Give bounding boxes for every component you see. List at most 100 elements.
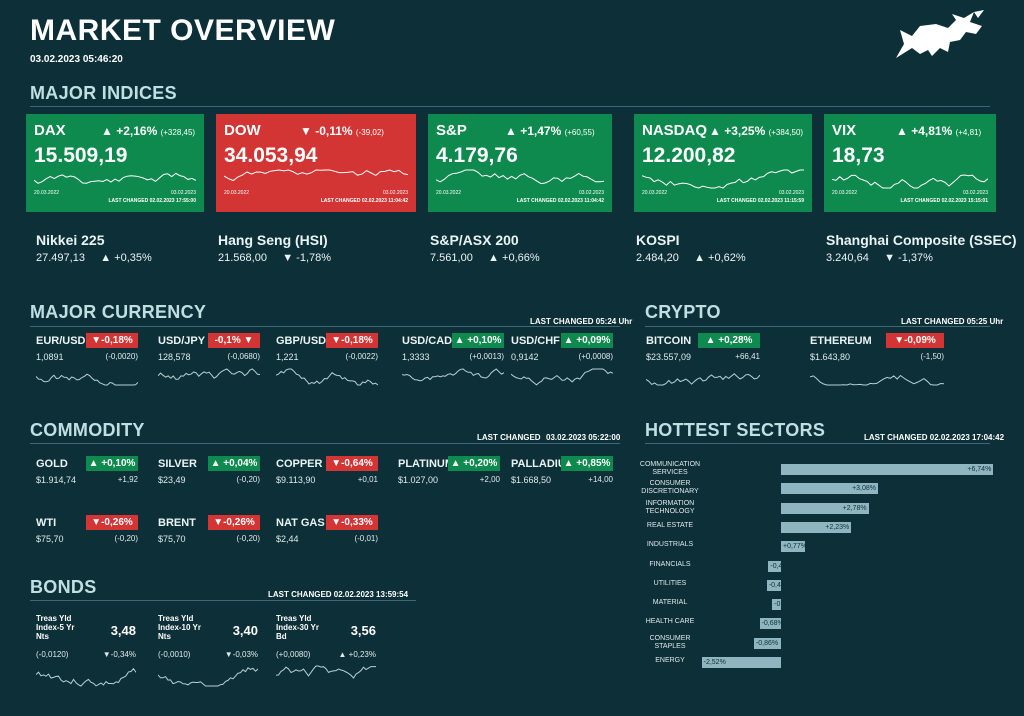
commodity-value: $2,44 [276, 534, 299, 544]
sector-label: COMMUNICATION SERVICES [639, 461, 701, 476]
currency-tile[interactable]: GBP/USD ▼-0,18% 1,221 (-0,0022) [275, 333, 379, 388]
commodity-value: $1.027,00 [398, 475, 439, 485]
currency-abs-change: (-0,0020) [105, 352, 138, 361]
commodity-abs-change: (-0,20) [114, 534, 138, 543]
index-change: ▲ +3,25% (+384,50) [709, 124, 804, 138]
sector-label: HEALTH CARE [645, 618, 695, 626]
currency-value: 0,9142 [511, 352, 539, 362]
sector-bar[interactable]: -0,40% [768, 560, 793, 572]
currency-change-badge: ▲ +0,10% [452, 333, 504, 348]
sector-bar[interactable]: +2,78% [781, 502, 869, 514]
commodity-name: SILVER [158, 458, 197, 470]
currency-tile[interactable]: USD/CAD ▲ +0,10% 1,3333 (+0,0013) [401, 333, 505, 388]
bond-change: ▼-0,03% [224, 650, 258, 659]
chart-start-date: 20.03.2022 [642, 190, 668, 196]
sector-value-label: -0,28% [774, 601, 797, 609]
sector-label: ENERGY [655, 657, 685, 664]
sector-bar[interactable]: -0,28% [772, 599, 796, 611]
sector-bar[interactable]: +3,08% [781, 483, 879, 495]
sector-value-label: +0,77% [783, 543, 807, 551]
commodity-abs-change: +14,00 [588, 475, 613, 484]
index-value: 4.179,76 [436, 144, 518, 167]
bond-tile[interactable]: Treas Yld Index-10 Yr Nts 3,40 (-0,0010) ▼… [157, 614, 268, 689]
index-card-3[interactable]: NASDAQ ▲ +3,25% (+384,50) 12.200,82 20.0… [634, 114, 812, 212]
commodity-change-badge: ▲ +0,85% [561, 456, 613, 471]
index-secondary-name: Shanghai Composite (SSEC) [826, 232, 1017, 248]
index-secondary[interactable]: KOSPI 2.484,20 ▲ +0,62% [636, 232, 746, 264]
commodity-heading: COMMODITY [30, 420, 145, 440]
commodity-value: $75,70 [36, 534, 64, 544]
indices-heading: MAJOR INDICES [30, 83, 177, 103]
crypto-heading: CRYPTO [645, 302, 721, 322]
currency-tile[interactable]: USD/JPY -0,1% ▼ 128,578 (-0,0680) [157, 333, 261, 388]
index-secondary[interactable]: S&P/ASX 200 7.561,00 ▲ +0,66% [430, 232, 540, 264]
sector-bar[interactable]: -0,68% [759, 618, 784, 630]
index-secondary-name: Hang Seng (HSI) [218, 232, 328, 248]
currency-name: GBP/USD [276, 335, 327, 347]
commodity-value: $1.668,50 [511, 475, 552, 485]
bond-change: ▼-0,34% [102, 650, 136, 659]
sector-label: CONSUMER STAPLES [649, 634, 691, 650]
index-value: 18,73 [832, 144, 885, 167]
sector-label: INDUSTRIALS [646, 541, 694, 549]
index-updated: LAST CHANGED 02.02.2023 11:04:42 [320, 198, 408, 204]
page-title: MARKET OVERVIEW [30, 14, 336, 47]
commodity-tile[interactable]: BRENT ▼-0,26% $75,70 (-0,20) [158, 515, 260, 570]
sparkline [642, 169, 804, 189]
sparkline [401, 368, 505, 382]
bull-logo-icon [896, 10, 984, 58]
index-name: DAX [34, 122, 66, 139]
commodity-divider [30, 443, 620, 444]
index-card-1[interactable]: DOW ▼ -0,11% (-39,02) 34.053,94 20.03.20… [216, 114, 416, 212]
commodity-tile[interactable]: PALLADIUM ▲ +0,85% $1.668,50 +14,00 [511, 456, 613, 511]
crypto-name: ETHEREUM [810, 335, 872, 347]
index-card-0[interactable]: DAX ▲ +2,16% (+328,45) 15.509,19 20.03.2… [26, 114, 204, 212]
currency-value: 1,0891 [36, 352, 64, 362]
sector-bar[interactable]: -0,86% [753, 637, 781, 649]
index-name: VIX [832, 122, 857, 139]
sector-value-label: -0,45% [768, 581, 791, 589]
index-card-4[interactable]: VIX ▲ +4,81% (+4,81) 18,73 20.03.2022 03… [824, 114, 996, 212]
bond-tile[interactable]: Treas Yld Index-30 Yr Bd 3,56 (+0,0080) ▲ … [275, 614, 386, 689]
crypto-tile[interactable]: BITCOIN ▲ +0,28% $23.557,09 +66,41 [645, 333, 761, 388]
commodity-change-badge: ▼-0,26% [208, 515, 260, 530]
currency-change-badge: -0,1% ▼ [208, 333, 260, 348]
currency-tile[interactable]: USD/CHF ▲ +0,09% 0,9142 (+0,0008) [510, 333, 614, 388]
index-card-2[interactable]: S&P ▲ +1,47% (+60,55) 4.179,76 20.03.202… [428, 114, 612, 212]
crypto-tile[interactable]: ETHEREUM ▼-0,09% $1.643,80 (-1,50) [809, 333, 945, 388]
sparkline [35, 373, 139, 386]
currency-name: EUR/USD [36, 335, 86, 347]
chart-end-date: 03.02.2023 [170, 190, 196, 196]
index-secondary-name: KOSPI [636, 232, 680, 248]
crypto-name: BITCOIN [646, 335, 692, 347]
commodity-tile[interactable]: NAT GAS ▼-0,33% $2,44 (-0,01) [276, 515, 378, 570]
index-change: ▲ +1,47% (+60,55) [505, 124, 595, 138]
crypto-change-badge: ▲ +0,28% [698, 333, 760, 348]
index-secondary-name: Nikkei 225 [36, 232, 105, 248]
currency-abs-change: (-0,0680) [227, 352, 260, 361]
commodity-value: $1.914,74 [36, 475, 77, 485]
index-secondary[interactable]: Shanghai Composite (SSEC) 3.240,64 ▼ -1,… [826, 232, 1017, 264]
crypto-divider [645, 326, 990, 327]
currency-tile[interactable]: EUR/USD ▼-0,18% 1,0891 (-0,0020) [35, 333, 139, 388]
commodity-tile[interactable]: COPPER ▼-0,64% $9.113,90 +0,01 [276, 456, 378, 511]
commodity-tile[interactable]: GOLD ▲ +0,10% $1.914,74 +1,92 [36, 456, 138, 511]
sector-bar[interactable]: +2,23% [781, 521, 852, 533]
sector-bar[interactable]: +0,77% [781, 541, 807, 553]
bond-tile[interactable]: Treas Yld Index-5 Yr Nts 3,48 (-0,0120) ▼-… [35, 614, 146, 689]
commodity-tile[interactable]: WTI ▼-0,26% $75,70 (-0,20) [36, 515, 138, 570]
bond-value: 3,48 [110, 623, 136, 638]
commodity-tile[interactable]: SILVER ▲ +0,04% $23,49 (-0,20) [158, 456, 260, 511]
commodity-abs-change: (-0,20) [236, 534, 260, 543]
bonds-divider [30, 600, 416, 601]
sector-label: REAL ESTATE [646, 521, 694, 529]
chart-start-date: 20.03.2022 [224, 190, 250, 196]
index-secondary[interactable]: Hang Seng (HSI) 21.568,00 ▼ -1,78% [218, 232, 331, 264]
commodity-name: BRENT [158, 517, 196, 529]
index-secondary[interactable]: Nikkei 225 27.497,13 ▲ +0,35% [36, 232, 152, 264]
sector-bar[interactable]: -0,45% [766, 579, 791, 591]
sector-bar[interactable]: +6,74% [781, 464, 994, 475]
sector-bar[interactable]: -2,52% [701, 657, 781, 668]
commodity-change-badge: ▼-0,64% [326, 456, 378, 471]
commodity-tile[interactable]: PLATINUM ▲ +0,20% $1.027,00 +2,00 [398, 456, 500, 511]
